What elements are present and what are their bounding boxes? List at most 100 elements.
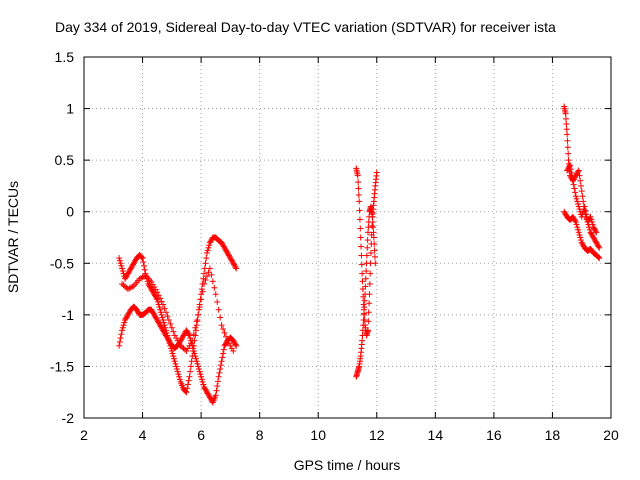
data-point	[562, 115, 569, 122]
data-point	[569, 213, 576, 220]
data-point	[206, 393, 213, 400]
data-point	[203, 389, 210, 396]
data-point	[143, 274, 150, 281]
x-tick-label: 18	[545, 427, 561, 443]
data-point	[188, 358, 195, 365]
data-point	[576, 231, 583, 238]
data-point	[596, 244, 603, 251]
data-point	[187, 340, 194, 347]
data-point	[120, 282, 127, 289]
data-point	[187, 363, 194, 370]
data-point	[219, 354, 226, 361]
data-point	[195, 363, 202, 370]
data-point	[203, 255, 210, 262]
data-point	[574, 224, 581, 231]
x-axis-label: GPS time / hours	[294, 457, 401, 473]
data-point	[190, 331, 197, 338]
data-point	[370, 229, 377, 236]
data-point	[148, 278, 155, 285]
data-point	[205, 391, 212, 398]
data-point	[571, 216, 578, 223]
data-point	[357, 234, 364, 241]
data-point	[164, 335, 171, 342]
data-point	[204, 390, 211, 397]
series-segment-3	[119, 265, 237, 354]
data-point	[173, 363, 180, 370]
data-point	[120, 322, 127, 329]
data-point	[168, 324, 175, 331]
data-point	[366, 280, 373, 287]
data-point	[160, 301, 167, 308]
data-point	[567, 166, 574, 173]
data-point	[573, 171, 580, 178]
data-point	[222, 246, 229, 253]
data-point	[575, 229, 582, 236]
data-point	[201, 385, 208, 392]
data-point	[359, 337, 366, 344]
data-point	[572, 193, 579, 200]
data-point	[218, 239, 225, 246]
series-segment-5	[353, 203, 379, 380]
data-point	[140, 258, 147, 265]
data-point	[180, 332, 187, 339]
data-point	[577, 177, 584, 184]
data-point	[587, 213, 594, 220]
data-point	[172, 360, 179, 367]
data-point	[198, 296, 205, 303]
data-point	[577, 234, 584, 241]
data-point	[173, 335, 180, 342]
data-point	[367, 270, 374, 277]
data-point	[364, 229, 371, 236]
data-point	[175, 371, 182, 378]
data-point	[193, 318, 200, 325]
data-point	[203, 387, 210, 394]
series-segment-8	[564, 162, 600, 236]
data-point	[231, 340, 238, 347]
data-point	[371, 253, 378, 260]
data-point	[364, 327, 371, 334]
data-point	[156, 320, 163, 327]
data-point	[182, 346, 189, 353]
data-point	[165, 317, 172, 324]
data-point	[119, 324, 126, 331]
data-point	[149, 307, 156, 314]
data-point	[575, 226, 582, 233]
y-tick-label: -2	[62, 410, 75, 426]
data-point	[141, 273, 148, 280]
data-point	[155, 292, 162, 299]
data-point	[186, 373, 193, 380]
data-point	[174, 368, 181, 375]
data-point	[563, 126, 570, 133]
data-point	[224, 337, 231, 344]
data-point	[184, 385, 191, 392]
data-point	[124, 270, 131, 277]
data-point	[185, 377, 192, 384]
data-point	[362, 275, 369, 282]
data-point	[359, 278, 366, 285]
data-point	[152, 314, 159, 321]
data-point	[122, 274, 129, 281]
data-point	[582, 207, 589, 214]
data-point	[569, 173, 576, 180]
data-point	[206, 265, 213, 272]
data-point	[176, 373, 183, 380]
data-point	[219, 240, 226, 247]
data-point	[592, 238, 599, 245]
data-point	[578, 213, 585, 220]
data-point	[138, 254, 145, 261]
data-point	[159, 326, 166, 333]
data-point	[207, 238, 214, 245]
data-point	[359, 270, 366, 277]
data-point	[233, 265, 240, 272]
data-point	[185, 331, 192, 338]
data-point	[125, 310, 132, 317]
data-point	[593, 239, 600, 246]
data-point	[228, 345, 235, 352]
x-tick-label: 4	[139, 427, 147, 443]
data-point	[206, 394, 213, 401]
data-point	[176, 340, 183, 347]
data-point	[573, 221, 580, 228]
data-point	[572, 219, 579, 226]
axes: 2 4 6 8 10 12 14 16 18 20 -2 -1.5 -1 -0.5 0 0.5 1 1.5	[50, 49, 619, 443]
data-point	[167, 320, 174, 327]
